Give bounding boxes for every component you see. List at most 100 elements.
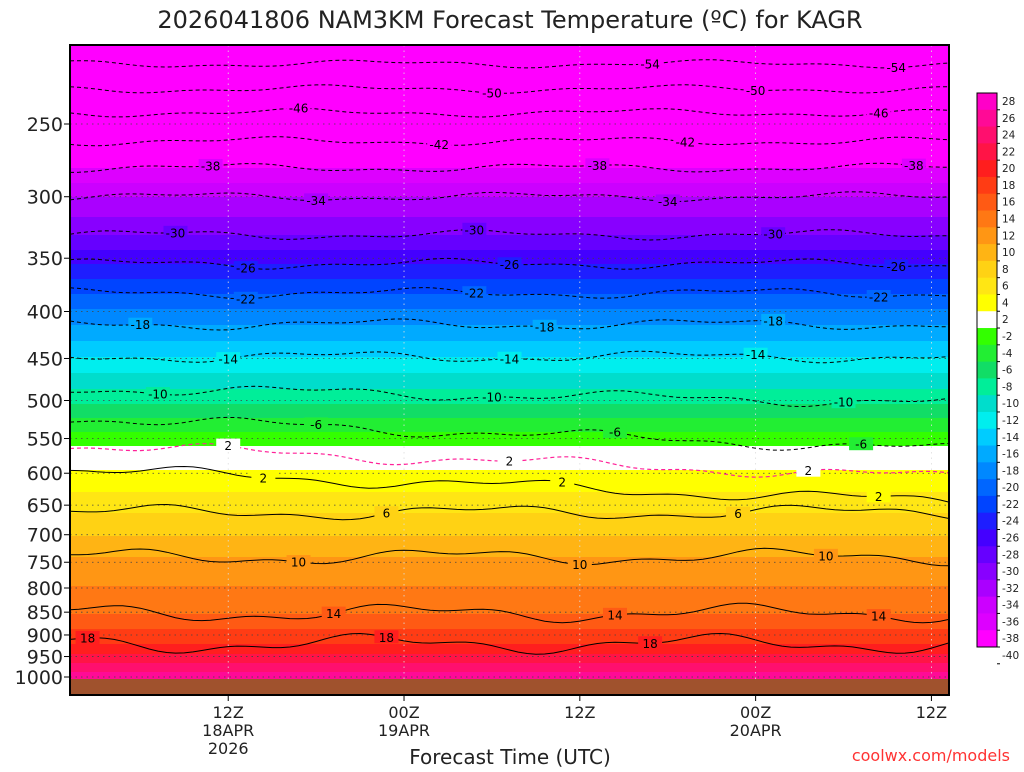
isotherm-label-bg	[479, 389, 504, 403]
isotherm-label: -54	[640, 57, 660, 71]
colorbar-swatch	[977, 462, 997, 480]
isotherm-label-bg	[216, 438, 241, 452]
isotherm-label: -38	[904, 159, 924, 173]
x-axis-label: Forecast Time (UTC)	[409, 745, 611, 768]
isotherm-label-bg	[163, 225, 188, 239]
isotherm-label: 2	[558, 475, 566, 489]
plot-frame	[69, 44, 950, 696]
isotherm-label-bg	[128, 317, 153, 331]
isotherm-label-bg	[198, 158, 223, 172]
x-tick-label: 12Z	[213, 703, 244, 722]
y-tick-label: 1000	[15, 667, 63, 689]
isotherm-label: -26	[886, 260, 906, 274]
colorbar-swatch	[977, 143, 997, 161]
isotherm-label: -14	[218, 353, 238, 367]
colorbar-swatch	[977, 479, 997, 497]
colorbar-swatch	[977, 378, 997, 396]
isotherm-label: -38	[588, 159, 608, 173]
x-tick-label: 2026	[208, 739, 249, 758]
isotherm-label: -46	[289, 102, 309, 116]
y-axis: 2503003504004505005506006507007508008509…	[15, 114, 70, 689]
colorbar-label: -4	[1002, 348, 1013, 360]
isotherm-label-bg	[145, 387, 170, 401]
colorbar-label: -20	[1002, 482, 1019, 494]
isotherm-label: 18	[80, 631, 95, 645]
colorbar-swatch	[977, 109, 997, 128]
isotherm-contours: -54 -54 -50 -50 -46 -46 -42 -42 -38 -38 -38 -34 -34 -…	[70, 56, 949, 655]
isotherm-label: -34	[658, 195, 678, 209]
isotherm-line	[70, 287, 949, 300]
isotherm-label: -46	[869, 107, 889, 121]
isotherm-label-bg	[813, 548, 838, 562]
y-tick-label: 550	[27, 429, 63, 451]
colorbar-label: -36	[1002, 616, 1019, 628]
isotherm-label-bg	[286, 101, 311, 115]
colorbar-label: 16	[1002, 197, 1016, 209]
isotherm-label: 10	[572, 558, 587, 572]
isotherm-label: -10	[482, 390, 502, 404]
isotherm-label-bg	[233, 260, 258, 274]
colorbar-swatch	[977, 579, 997, 598]
temperature-field	[70, 45, 949, 695]
colorbar-label: -14	[1002, 432, 1019, 444]
y-tick-label: 850	[27, 602, 63, 624]
y-tick-label: 650	[27, 495, 63, 517]
y-tick-label: 250	[27, 114, 63, 136]
isotherm-line	[70, 465, 949, 503]
isotherm-label-bg	[497, 351, 522, 365]
isotherm-label: -26	[500, 258, 520, 272]
isotherm-label: 10	[818, 549, 833, 563]
isotherm-label-bg	[602, 425, 627, 439]
isotherm-label: 2	[875, 490, 883, 504]
isotherm-label-bg	[374, 630, 399, 644]
isotherm-label-bg	[321, 606, 346, 620]
isotherm-label: -22	[869, 290, 889, 304]
colorbar-label: -10	[1002, 398, 1019, 410]
colorbar-label: -12	[1002, 415, 1019, 427]
isotherm-label: -18	[763, 314, 783, 328]
isotherm-label: -14	[500, 352, 520, 366]
isotherm-label-bg	[761, 313, 786, 327]
colorbar-label: 4	[1002, 297, 1009, 309]
isotherm-label: 2	[224, 439, 232, 453]
colorbar-label: 20	[1002, 163, 1015, 175]
isotherm-label: -42	[675, 136, 695, 150]
colorbar-label: 6	[1002, 281, 1009, 293]
colorbar-swatch	[977, 613, 997, 631]
colorbar-swatch	[977, 344, 997, 363]
colorbar-swatch	[977, 546, 997, 564]
colorbar-frame	[976, 92, 998, 648]
isotherm-label: 6	[734, 507, 742, 521]
y-tick-label: 900	[27, 625, 63, 647]
colorbar-label: -32	[1002, 583, 1019, 595]
isotherm-label: 14	[326, 607, 341, 621]
colorbar-label: -34	[1002, 600, 1019, 612]
colorbar-label: -18	[1002, 465, 1019, 477]
y-tick-label: 950	[27, 647, 63, 669]
isotherm-label: 14	[607, 608, 622, 622]
isotherm-label-bg	[304, 193, 329, 207]
colorbar-swatch	[977, 428, 997, 447]
isotherm-label-bg	[866, 289, 891, 303]
isotherm-label-bg	[884, 259, 909, 273]
isotherm-label: -38	[201, 159, 221, 173]
colorbar-swatch	[977, 277, 997, 295]
colorbar-swatch	[977, 93, 997, 111]
colorbar-swatch	[977, 227, 997, 245]
x-tick-label: 12Z	[564, 703, 595, 722]
isotherm-label: -10	[834, 396, 854, 410]
isotherm-label: -6	[310, 418, 322, 432]
y-tick-label: 400	[27, 301, 63, 323]
colorbar-label: -26	[1002, 532, 1019, 544]
isotherm-label-bg	[602, 607, 627, 621]
colorbar-label: -8	[1002, 381, 1012, 393]
colorbar-label: 2	[1002, 314, 1009, 326]
isotherm-label-bg	[761, 227, 786, 241]
colorbar-swatch	[977, 563, 997, 581]
isotherm-label-bg	[479, 86, 504, 100]
colorbar-swatch	[977, 126, 997, 144]
colorbar-swatch	[977, 311, 997, 329]
